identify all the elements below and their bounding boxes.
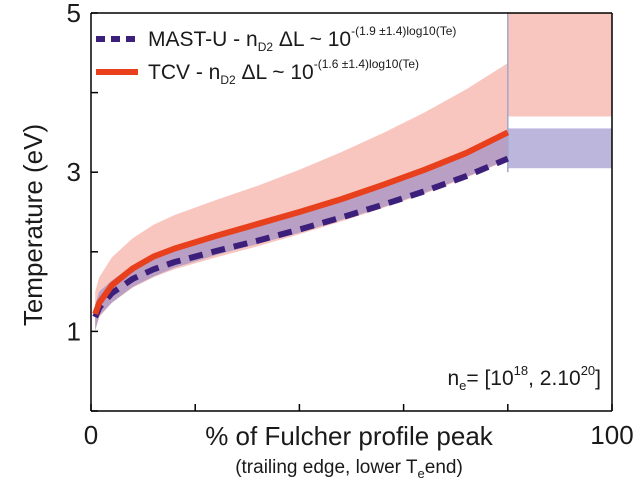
y-tick-label: 3 (67, 157, 81, 187)
band-mast-u (95, 133, 508, 332)
x-tick-label: 100 (590, 420, 633, 450)
legend-label-tcv: TCV - nD2 ΔL ~ 10-(1.6 ±1.4)log10(Te) (148, 57, 419, 87)
legend: MAST-U - nD2 ΔL ~ 10-(1.9 ±1.4)log10(Te)… (96, 24, 456, 87)
legend-label-mast-u: MAST-U - nD2 ΔL ~ 10-(1.9 ±1.4)log10(Te) (148, 24, 456, 54)
series-line-tcv (92, 129, 510, 315)
y-tick-label: 1 (67, 316, 81, 346)
x-axis-subtitle: (trailing edge, lower Teend) (235, 457, 463, 481)
series-lines (92, 129, 510, 319)
band-extension-mast-u (507, 128, 612, 169)
y-axis-title: Temperature (eV) (18, 124, 48, 326)
axes: 1 3 5 0 100 (67, 0, 634, 450)
band-tcv (95, 63, 508, 330)
band-extension-tcv (507, 13, 612, 117)
density-annotation: ne= [1018, 2.1020] (447, 363, 601, 393)
x-axis-title: % of Fulcher profile peak (205, 421, 494, 451)
uncertainty-bands (95, 13, 612, 332)
y-tick-label: 5 (67, 0, 81, 28)
x-tick-label: 0 (84, 420, 98, 450)
series-line-mast-u (92, 155, 509, 319)
